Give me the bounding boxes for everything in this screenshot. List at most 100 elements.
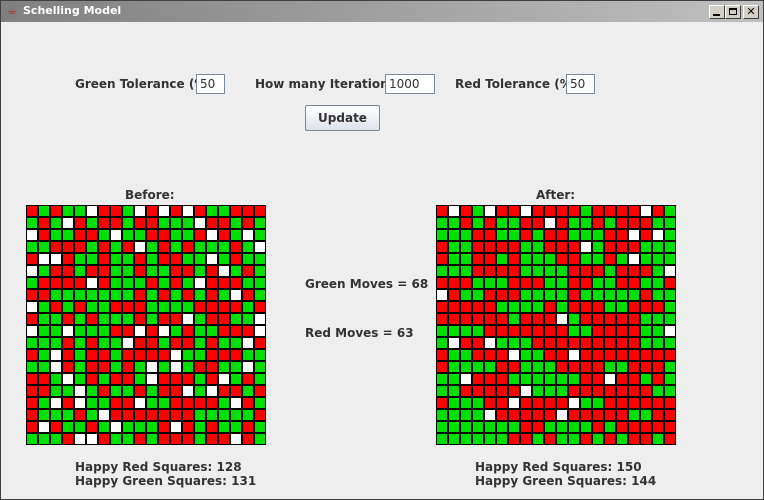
red-cell: [74, 301, 86, 313]
red-cell: [242, 265, 254, 277]
red-cell: [568, 385, 580, 397]
red-cell: [206, 277, 218, 289]
green-cell: [146, 433, 158, 445]
red-cell: [628, 373, 640, 385]
green-cell: [532, 289, 544, 301]
green-cell: [604, 265, 616, 277]
red-cell: [230, 325, 242, 337]
green-cell: [74, 325, 86, 337]
red-cell: [134, 217, 146, 229]
green-cell: [640, 373, 652, 385]
red-cell: [592, 349, 604, 361]
close-button[interactable]: ✕: [743, 5, 759, 19]
red-tolerance-field[interactable]: 50: [566, 74, 595, 94]
green-cell: [544, 253, 556, 265]
red-cell: [98, 433, 110, 445]
green-cell: [568, 313, 580, 325]
green-cell: [664, 253, 676, 265]
green-cell: [230, 265, 242, 277]
green-cell: [194, 265, 206, 277]
green-cell: [640, 253, 652, 265]
green-cell: [230, 421, 242, 433]
green-cell: [460, 241, 472, 253]
green-cell: [230, 409, 242, 421]
green-cell: [158, 301, 170, 313]
green-cell: [460, 253, 472, 265]
green-tolerance-field[interactable]: 50: [196, 74, 225, 94]
green-cell: [254, 421, 266, 433]
red-cell: [206, 313, 218, 325]
red-cell: [146, 205, 158, 217]
red-cell: [460, 217, 472, 229]
green-cell: [110, 385, 122, 397]
red-cell: [50, 265, 62, 277]
green-cell: [544, 265, 556, 277]
green-cell: [122, 205, 134, 217]
red-cell: [628, 337, 640, 349]
maximize-button[interactable]: [725, 5, 741, 19]
green-cell: [664, 361, 676, 373]
iterations-field[interactable]: 1000: [385, 74, 435, 94]
green-cell: [580, 421, 592, 433]
green-cell: [194, 385, 206, 397]
red-cell: [592, 325, 604, 337]
red-cell: [242, 217, 254, 229]
green-cell: [640, 313, 652, 325]
red-cell: [556, 325, 568, 337]
green-cell: [146, 265, 158, 277]
title-bar[interactable]: ☕ Schelling Model ✕: [1, 1, 763, 22]
update-button[interactable]: Update: [305, 105, 380, 131]
green-cell: [98, 325, 110, 337]
empty-cell: [26, 265, 38, 277]
red-cell: [556, 361, 568, 373]
empty-cell: [194, 217, 206, 229]
red-cell: [592, 385, 604, 397]
green-cell: [242, 349, 254, 361]
green-cell: [38, 325, 50, 337]
red-cell: [472, 337, 484, 349]
empty-cell: [38, 421, 50, 433]
green-cell: [640, 277, 652, 289]
red-cell: [86, 337, 98, 349]
minimize-button[interactable]: [709, 5, 725, 19]
green-cell: [254, 277, 266, 289]
green-cell: [194, 289, 206, 301]
red-cell: [122, 325, 134, 337]
red-cell: [38, 373, 50, 385]
red-cell: [568, 409, 580, 421]
red-cell: [460, 205, 472, 217]
green-cell: [652, 265, 664, 277]
red-cell: [74, 277, 86, 289]
red-cell: [484, 265, 496, 277]
green-cell: [206, 325, 218, 337]
red-cell: [532, 409, 544, 421]
green-cell: [460, 265, 472, 277]
red-cell: [206, 301, 218, 313]
red-cell: [640, 385, 652, 397]
empty-cell: [182, 385, 194, 397]
window-title: Schelling Model: [23, 4, 122, 17]
red-cell: [484, 349, 496, 361]
red-cell: [616, 325, 628, 337]
red-cell: [640, 361, 652, 373]
green-cell: [50, 229, 62, 241]
red-cell: [496, 205, 508, 217]
red-cell: [146, 349, 158, 361]
before-happy-green: Happy Green Squares: 131: [75, 474, 257, 488]
green-cell: [122, 265, 134, 277]
green-cell: [436, 217, 448, 229]
green-cell: [134, 277, 146, 289]
green-cell: [38, 409, 50, 421]
red-cell: [568, 361, 580, 373]
red-cell: [592, 205, 604, 217]
green-cell: [206, 205, 218, 217]
green-cell: [62, 409, 74, 421]
red-cell: [86, 229, 98, 241]
red-cell: [616, 409, 628, 421]
red-cell: [86, 361, 98, 373]
red-cell: [532, 205, 544, 217]
red-cell: [448, 289, 460, 301]
red-cell: [580, 301, 592, 313]
green-cell: [532, 253, 544, 265]
